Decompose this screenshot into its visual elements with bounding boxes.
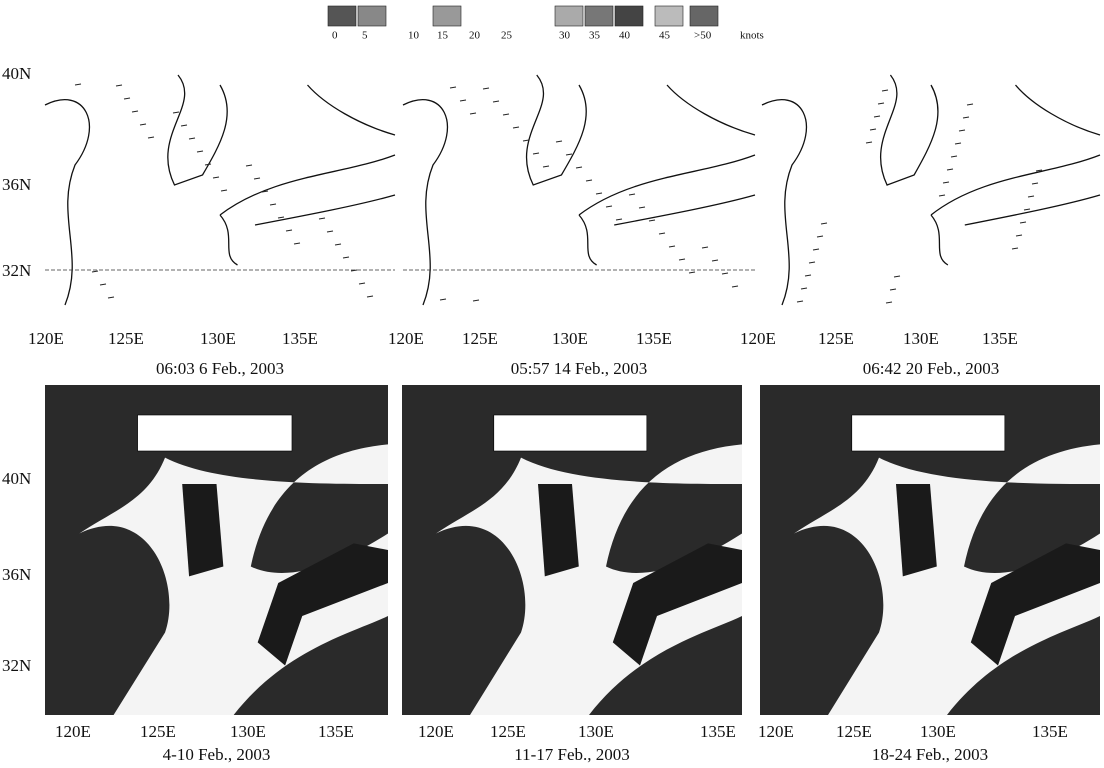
map-background [45, 65, 395, 320]
legend-label: 0 [332, 30, 338, 42]
map-panel: 120E 125E 130E 135E 18-24 Feb., 2003 [758, 385, 1100, 764]
lon-label: 120E [758, 722, 794, 741]
lon-label: 130E [903, 329, 939, 348]
legend-swatch [328, 6, 356, 26]
map-panel: 120E 125E 130E 135E 05:57 14 Feb., 2003 [388, 65, 755, 378]
legend-label: 35 [589, 30, 601, 42]
map-panel: 120E 125E 130E 135E 11-17 Feb., 2003 [402, 385, 742, 764]
lat-label: 32N [2, 261, 31, 280]
lon-label: 125E [462, 329, 498, 348]
lon-label: 120E [28, 329, 64, 348]
legend-swatch [615, 6, 643, 26]
map-panel: 120E 125E 130E 135E 40N 36N 32N 4-10 Feb., 2003 [2, 385, 388, 764]
lon-label: 125E [490, 722, 526, 741]
legend-swatch [690, 6, 718, 26]
korea-land [182, 484, 223, 576]
legend-swatch [585, 6, 613, 26]
legend-label: 15 [437, 30, 449, 42]
lon-label: 135E [700, 722, 736, 741]
lon-label: 135E [982, 329, 1018, 348]
lon-label: 120E [418, 722, 454, 741]
map-background [403, 65, 755, 320]
lon-label: 125E [818, 329, 854, 348]
legend-unit: knots [740, 30, 764, 42]
lon-label: 135E [636, 329, 672, 348]
map-panel: 120E 125E 130E 135E 06:42 20 Feb., 2003 [740, 65, 1100, 378]
legend-label: 45 [659, 30, 671, 42]
map-background [762, 65, 1100, 320]
lat-label: 40N [2, 64, 31, 83]
panel-caption: 4-10 Feb., 2003 [163, 745, 271, 764]
legend-swatch [655, 6, 683, 26]
korea-land [896, 484, 937, 576]
lat-label: 36N [2, 565, 31, 584]
lon-label: 125E [836, 722, 872, 741]
lon-label: 125E [108, 329, 144, 348]
lon-label: 130E [230, 722, 266, 741]
lon-label: 120E [55, 722, 91, 741]
panel-caption: 06:03 6 Feb., 2003 [156, 359, 284, 378]
legend-label: 10 [408, 30, 420, 42]
legend-swatch [555, 6, 583, 26]
lon-label: 135E [318, 722, 354, 741]
korea-land [538, 484, 579, 576]
legend-label: 30 [559, 30, 571, 42]
lon-label: 125E [140, 722, 176, 741]
lon-label: 130E [578, 722, 614, 741]
panel-caption: 05:57 14 Feb., 2003 [511, 359, 647, 378]
legend-label: 5 [362, 30, 368, 42]
figure: 0 5 10 15 20 25 30 35 40 45 >50 knots 120E 125E 130E 13… [0, 0, 1104, 768]
legend-label: 40 [619, 30, 631, 42]
panel-caption: 06:42 20 Feb., 2003 [863, 359, 999, 378]
lat-label: 36N [2, 175, 31, 194]
lon-label: 130E [200, 329, 236, 348]
lat-label: 32N [2, 656, 31, 675]
lon-label: 130E [920, 722, 956, 741]
lon-label: 120E [740, 329, 776, 348]
lon-label: 135E [1032, 722, 1068, 741]
inset-label-box [852, 415, 1005, 451]
panel-caption: 11-17 Feb., 2003 [514, 745, 630, 764]
legend-label: 25 [501, 30, 513, 42]
inset-label-box [138, 415, 292, 451]
legend-label: 20 [469, 30, 481, 42]
lat-label: 40N [2, 469, 31, 488]
inset-label-box [494, 415, 647, 451]
speed-legend: 0 5 10 15 20 25 30 35 40 45 >50 knots [328, 6, 764, 42]
lon-label: 120E [388, 329, 424, 348]
panel-caption: 18-24 Feb., 2003 [872, 745, 988, 764]
legend-label: >50 [694, 30, 712, 42]
map-panel: 120E 125E 130E 135E 40N 36N 32N 06:03 6 Feb., 2… [2, 64, 395, 378]
lon-label: 130E [552, 329, 588, 348]
legend-swatch [433, 6, 461, 26]
lon-label: 135E [282, 329, 318, 348]
legend-swatch [358, 6, 386, 26]
